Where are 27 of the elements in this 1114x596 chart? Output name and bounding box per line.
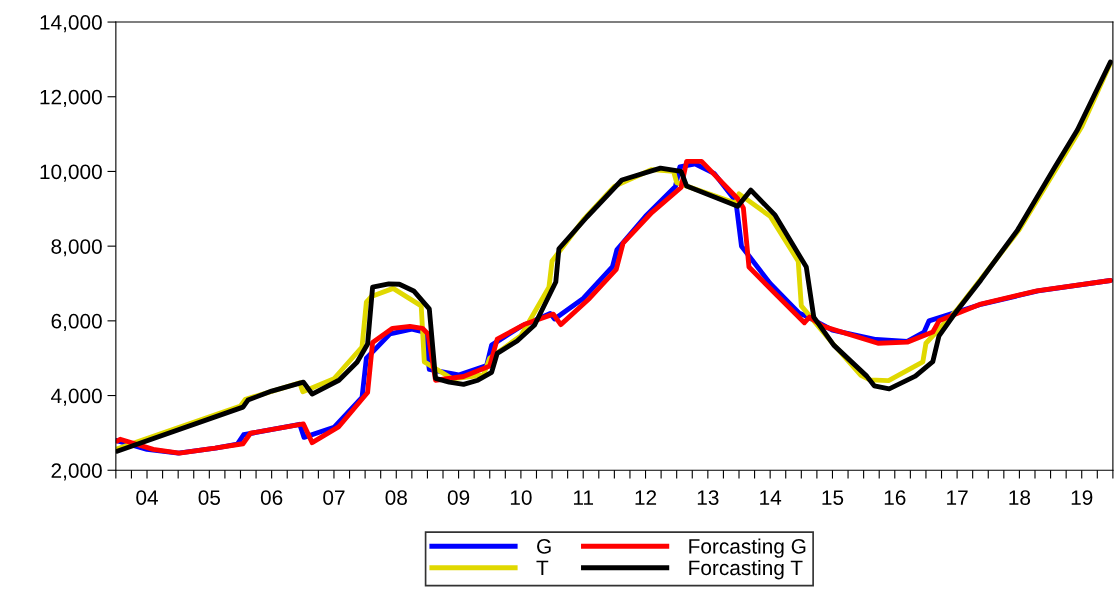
y-tick-label: 10,000: [40, 164, 102, 182]
x-tick-label: 17: [947, 490, 968, 505]
x-tick-label: 10: [510, 490, 532, 505]
y-tick-label: 6,000: [51, 313, 102, 332]
x-tick-label: 13: [697, 490, 719, 505]
legend-label: T: [536, 560, 549, 576]
legend-label: G: [537, 539, 551, 554]
y-tick-label: 8,000: [51, 239, 102, 257]
x-tick-label: 19: [1071, 490, 1093, 505]
y-tick-label: 4,000: [51, 388, 102, 406]
x-tick-label: 15: [822, 490, 844, 505]
x-tick-label: 18: [1009, 490, 1031, 505]
x-tick-label: 11: [573, 490, 594, 505]
y-tick-label: 14,000: [40, 15, 102, 33]
x-tick-label: 04: [136, 490, 158, 505]
x-tick-label: 14: [760, 490, 782, 505]
y-tick-label: 2,000: [51, 463, 102, 481]
legend-label: Forcasting G: [689, 538, 806, 558]
x-tick-label: 16: [884, 490, 906, 505]
x-tick-label: 12: [635, 490, 657, 505]
y-tick-label: 12,000: [40, 89, 102, 107]
x-tick-label: 07: [323, 490, 345, 505]
x-tick-label: 08: [385, 490, 407, 505]
x-tick-label: 06: [260, 490, 283, 505]
x-tick-label: 09: [447, 490, 470, 505]
legend-label: Forcasting T: [689, 559, 803, 580]
x-tick-label: 05: [198, 490, 221, 505]
